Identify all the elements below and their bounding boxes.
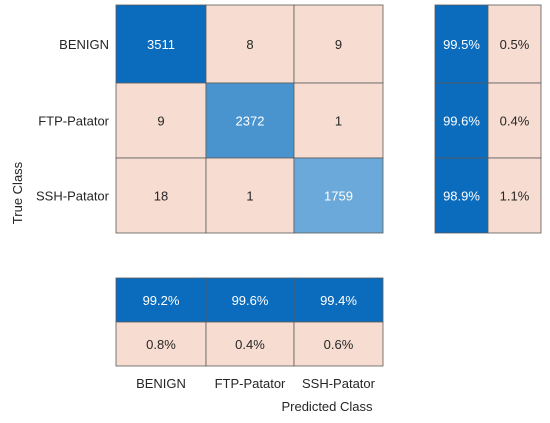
row-summary-cell-2-0 bbox=[434, 157, 489, 234]
matrix-cell-0-2 bbox=[293, 4, 384, 84]
col-summary-value-1-2: 0.6% bbox=[324, 337, 354, 352]
matrix-value-1-2: 1 bbox=[335, 114, 342, 129]
col-summary-value-0-2: 99.4% bbox=[320, 293, 357, 308]
row-summary-value-2-1: 1.1% bbox=[500, 189, 530, 204]
row-summary-cell-2-1 bbox=[487, 157, 542, 234]
col-summary-cell-1-0 bbox=[115, 321, 207, 367]
matrix-value-0-0: 3511 bbox=[147, 37, 175, 52]
row-summary-value-1-1: 0.4% bbox=[500, 114, 530, 129]
col-summary-cell-0-0 bbox=[115, 277, 207, 323]
row-summary-cell-1-1 bbox=[487, 82, 542, 159]
col-label-2: SSH-Patator bbox=[302, 376, 376, 391]
col-label-1: FTP-Patator bbox=[215, 376, 286, 391]
matrix-cell-0-0 bbox=[115, 4, 207, 84]
matrix-value-1-1: 2372 bbox=[236, 114, 265, 129]
col-label-0: BENIGN bbox=[136, 376, 186, 391]
matrix-cell-0-1 bbox=[205, 4, 295, 84]
y-axis-label: True Class bbox=[10, 161, 25, 224]
col-summary-cell-1-2 bbox=[293, 321, 384, 367]
row-label-1: FTP-Patator bbox=[38, 114, 109, 129]
matrix-cell-1-2 bbox=[293, 82, 384, 159]
matrix-cell-2-1 bbox=[205, 157, 295, 234]
row-label-2: SSH-Patator bbox=[36, 189, 110, 204]
matrix-value-2-0: 18 bbox=[154, 189, 168, 204]
col-summary-value-0-0: 99.2% bbox=[143, 293, 180, 308]
matrix-value-2-1: 1 bbox=[246, 189, 253, 204]
row-summary-value-2-0: 98.9% bbox=[443, 189, 480, 204]
matrix-cell-2-2 bbox=[293, 157, 384, 234]
row-summary-cell-0-1 bbox=[487, 4, 542, 84]
row-label-0: BENIGN bbox=[59, 37, 109, 52]
col-summary-cell-0-1 bbox=[205, 277, 295, 323]
matrix-value-2-2: 1759 bbox=[324, 189, 353, 204]
col-summary-cell-1-1 bbox=[205, 321, 295, 367]
matrix-cell-2-0 bbox=[115, 157, 207, 234]
col-summary-value-1-1: 0.4% bbox=[235, 337, 265, 352]
row-summary-value-0-0: 99.5% bbox=[443, 37, 480, 52]
x-axis-label: Predicted Class bbox=[281, 399, 373, 414]
matrix-value-0-1: 8 bbox=[246, 37, 253, 52]
row-summary-cell-0-0 bbox=[434, 4, 489, 84]
matrix-cell-1-0 bbox=[115, 82, 207, 159]
col-summary-value-1-0: 0.8% bbox=[146, 337, 176, 352]
matrix-value-0-2: 9 bbox=[335, 37, 342, 52]
row-summary-value-0-1: 0.5% bbox=[500, 37, 530, 52]
row-summary-value-1-0: 99.6% bbox=[443, 114, 480, 129]
row-summary-cell-1-0 bbox=[434, 82, 489, 159]
matrix-cell-1-1 bbox=[205, 82, 295, 159]
matrix-value-1-0: 9 bbox=[157, 114, 164, 129]
col-summary-cell-0-2 bbox=[293, 277, 384, 323]
col-summary-value-0-1: 99.6% bbox=[232, 293, 269, 308]
